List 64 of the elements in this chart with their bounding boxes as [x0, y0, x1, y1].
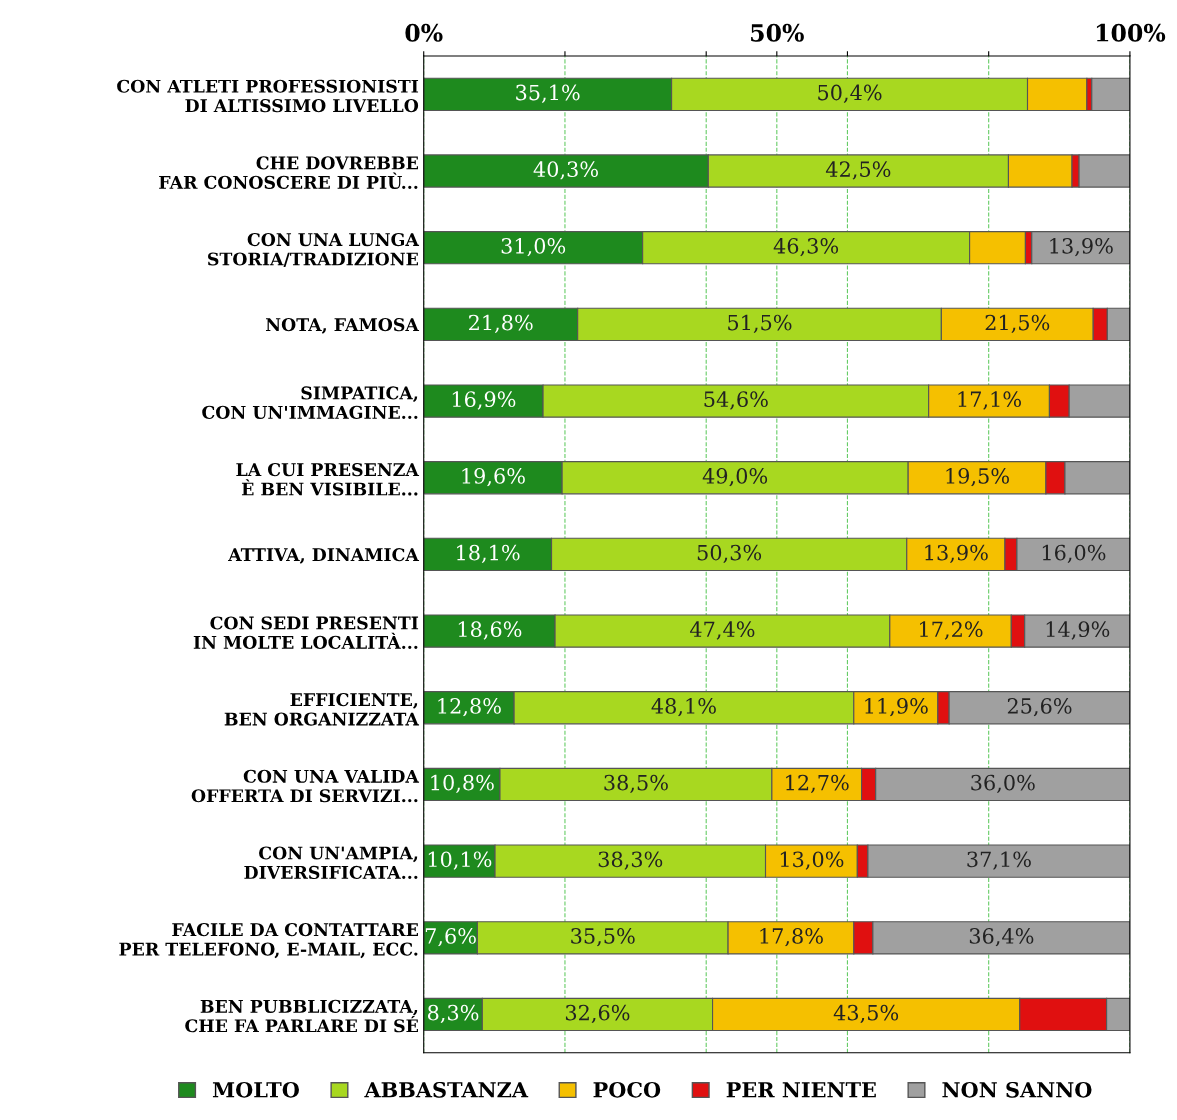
data-label: 16,0% — [1042, 544, 1106, 563]
data-label: 11,9% — [865, 698, 928, 717]
data-label: 13,9% — [1050, 237, 1113, 257]
data-label: 12,7% — [786, 774, 849, 794]
data-label: 18,1% — [457, 544, 520, 563]
y-tick-label: CON SEDI PRESENTI IN MOLTE LOCALITÀ... — [193, 616, 419, 649]
y-tick-label: LA CUI PRESENZA È BEN VISIBILE... — [236, 463, 420, 496]
y-tick-label: CON ATLETI PROFESSIONISTI DI ALTISSIMO LIVELLO — [117, 79, 419, 113]
x-tick-label: 100% — [1096, 23, 1166, 42]
data-label: 48,1% — [651, 698, 716, 717]
y-tick-label: FACILE DA CONTATTARE PER TELEFONO, E-MAIL, ECC. — [119, 923, 418, 959]
data-label: 46,3% — [773, 237, 839, 257]
data-label: 35,1% — [516, 84, 580, 103]
data-label: 25,6% — [1007, 698, 1072, 717]
data-label: 50,3% — [697, 544, 762, 563]
data-label: 36,0% — [971, 774, 1035, 794]
data-label: 35,5% — [571, 928, 635, 947]
legend-label: ABBASTANZA — [364, 1081, 529, 1098]
data-label: 47,4% — [689, 621, 755, 640]
data-label: 31,0% — [501, 237, 566, 257]
data-label: 8,3% — [427, 1004, 479, 1024]
data-label: 21,8% — [469, 314, 533, 333]
data-label: 51,5% — [728, 314, 792, 333]
y-tick-label: ATTIVA, DINAMICA — [228, 548, 420, 564]
data-label: 19,5% — [946, 468, 1009, 487]
data-label: 21,5% — [985, 314, 1050, 333]
data-label: 50,4% — [818, 84, 882, 103]
data-label: 32,6% — [565, 1004, 630, 1024]
data-label: 42,5% — [825, 161, 891, 180]
data-label: 17,1% — [958, 391, 1021, 410]
legend-label: PER NIENTE — [726, 1082, 876, 1098]
x-tick-label: 50% — [751, 23, 804, 42]
y-tick-label: CHE DOVREBBE FAR CONOSCERE DI PIÙ... — [159, 156, 418, 189]
y-tick-label: BEN PUBBLICIZZATA, CHE FA PARLARE DI SÉ — [185, 999, 418, 1033]
y-tick-label: CON UNA LUNGA STORIA/TRADIZIONE — [208, 233, 420, 267]
y-tick-label: EFFICIENTE, BEN ORGANIZZATA — [224, 693, 420, 726]
data-label: 13,0% — [780, 851, 844, 870]
data-label: 43,5% — [833, 1004, 899, 1024]
data-label: 10,1% — [428, 851, 492, 870]
data-label: 37,1% — [967, 851, 1031, 870]
legend-label: POCO — [593, 1081, 661, 1098]
y-tick-label: NOTA, FAMOSA — [265, 318, 420, 334]
legend-label: MOLTO — [212, 1081, 299, 1098]
data-label: 10,8% — [431, 774, 494, 794]
data-label: 13,9% — [925, 544, 988, 563]
data-label: 12,8% — [438, 698, 501, 717]
data-label: 17,2% — [920, 621, 983, 640]
data-label: 49,0% — [702, 468, 768, 487]
data-label: 36,4% — [969, 928, 1034, 947]
data-label: 7,6% — [425, 928, 476, 947]
data-label: 16,9% — [452, 391, 516, 410]
data-label: 17,8% — [760, 928, 823, 947]
data-label: 14,9% — [1046, 621, 1110, 640]
legend-label: NON SANNO — [942, 1081, 1092, 1098]
data-label: 38,3% — [598, 851, 663, 870]
data-label: 38,5% — [604, 774, 668, 794]
y-tick-label: CON UN'AMPIA, DIVERSIFICATA... — [244, 846, 418, 879]
data-label: 40,3% — [533, 161, 598, 180]
data-label: 18,6% — [458, 621, 522, 640]
y-tick-label: SIMPATICA, CON UN'IMMAGINE... — [202, 386, 418, 419]
y-tick-label: CON UNA VALIDA OFFERTA DI SERVIZI... — [191, 769, 420, 803]
data-label: 19,6% — [462, 468, 525, 487]
data-label: 54,6% — [704, 391, 768, 410]
x-tick-label: 0% — [405, 23, 443, 42]
